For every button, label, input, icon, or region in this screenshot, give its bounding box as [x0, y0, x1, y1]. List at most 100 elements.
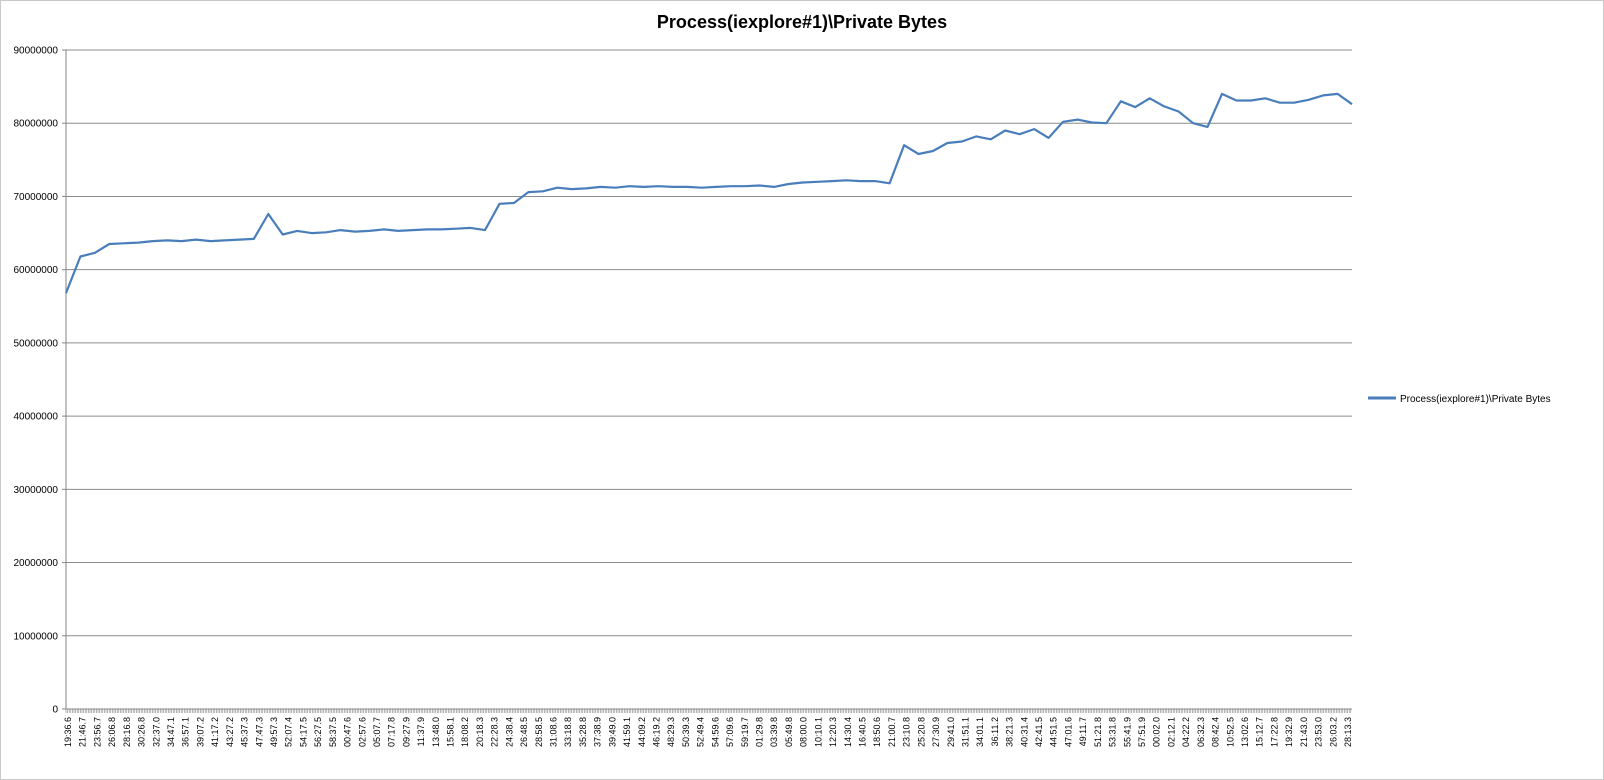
x-tick-label: 46:19.2 — [652, 717, 662, 747]
series-line — [64, 92, 1353, 294]
y-tick-label: 50000000 — [14, 338, 59, 349]
x-tick-label: 28:13.3 — [1343, 717, 1353, 747]
x-axis: 19:36.6 21:46.7 23:56.7 26:06.8 28:16.8 30:26… — [63, 709, 1353, 747]
x-tick-label: 10:10.1 — [813, 717, 823, 747]
x-tick-label: 13:02.6 — [1240, 717, 1250, 747]
x-tick-label: 23:56.7 — [92, 717, 102, 747]
x-tick-label: 01:29.8 — [755, 717, 765, 747]
x-tick-label: 58:37.5 — [328, 717, 338, 747]
x-tick-label: 19:32.9 — [1284, 717, 1294, 747]
x-tick-label: 52:49.4 — [696, 717, 706, 747]
x-tick-label: 16:40.5 — [858, 717, 868, 747]
x-tick-label: 35:28.8 — [578, 717, 588, 747]
y-axis: 0 10000000 20000000 30000000 40000000 5000000… — [14, 46, 67, 716]
x-tick-label: 13:48.0 — [431, 717, 441, 747]
x-tick-label: 18:08.2 — [460, 717, 470, 747]
y-tick-label: 20000000 — [14, 558, 59, 569]
x-tick-label: 39:49.0 — [607, 717, 617, 747]
y-tick-label: 60000000 — [14, 265, 59, 276]
x-tick-label: 03:39.8 — [769, 717, 779, 747]
x-tick-label: 31:51.1 — [961, 717, 971, 747]
x-tick-label: 44:51.5 — [1049, 717, 1059, 747]
x-tick-label: 24:38.4 — [504, 717, 514, 747]
x-tick-label: 51:21.8 — [1093, 717, 1103, 747]
series-layer — [64, 92, 1353, 294]
x-tick-label: 50:39.3 — [681, 717, 691, 747]
x-tick-label: 45:37.3 — [240, 717, 250, 747]
x-tick-label: 21:43.0 — [1299, 717, 1309, 747]
x-tick-label: 47:47.3 — [254, 717, 264, 747]
x-tick-label: 21:46.7 — [78, 717, 88, 747]
x-tick-label: 22:28.3 — [490, 717, 500, 747]
x-tick-label: 55:41.9 — [1122, 717, 1132, 747]
x-tick-label: 06:32.3 — [1196, 717, 1206, 747]
x-tick-label: 02:12.1 — [1166, 717, 1176, 747]
x-tick-label: 17:22.8 — [1269, 717, 1279, 747]
x-tick-label: 00:02.0 — [1152, 717, 1162, 747]
x-minor-ticks — [65, 709, 1352, 713]
x-tick-label: 27:30.9 — [931, 717, 941, 747]
x-tick-label: 54:59.6 — [710, 717, 720, 747]
x-tick-label: 42:41.5 — [1034, 717, 1044, 747]
gridlines — [66, 49, 1352, 710]
x-tick-label: 48:29.3 — [666, 717, 676, 747]
x-tick-label: 04:22.2 — [1181, 717, 1191, 747]
x-tick-label: 34:01.1 — [975, 717, 985, 747]
y-tick-label: 0 — [52, 705, 58, 716]
x-tick-label: 41:59.1 — [622, 717, 632, 747]
x-tick-label: 08:42.4 — [1211, 717, 1221, 747]
x-tick-label: 28:16.8 — [122, 717, 132, 747]
y-tick-label: 30000000 — [14, 485, 59, 496]
x-tick-label: 26:06.8 — [107, 717, 117, 747]
x-tick-label: 12:20.3 — [828, 717, 838, 747]
y-tick-label: 70000000 — [14, 192, 59, 203]
x-tick-label: 29:41.0 — [946, 717, 956, 747]
x-tick-label: 37:38.9 — [593, 717, 603, 747]
x-tick-label: 39:07.2 — [195, 717, 205, 747]
x-tick-label: 38:21.3 — [1005, 717, 1015, 747]
x-tick-label: 34:47.1 — [166, 717, 176, 747]
x-tick-label: 11:37.9 — [416, 717, 426, 746]
x-tick-label: 08:00.0 — [799, 717, 809, 747]
x-tick-label: 36:11.2 — [990, 717, 1000, 746]
x-tick-label: 59:19.7 — [740, 717, 750, 747]
x-tick-label: 52:07.4 — [284, 717, 294, 747]
x-tick-label: 30:26.8 — [137, 717, 147, 747]
x-tick-label: 57:09.6 — [725, 717, 735, 747]
y-tick-label: 80000000 — [14, 119, 59, 130]
x-tick-label: 53:31.8 — [1108, 717, 1118, 747]
x-tick-label: 28:58.5 — [534, 717, 544, 747]
x-tick-label: 44:09.2 — [637, 717, 647, 747]
x-tick-label: 19:36.6 — [63, 717, 73, 747]
x-tick-label: 20:18.3 — [475, 717, 485, 747]
y-tick-label: 10000000 — [14, 631, 59, 642]
x-tick-label: 21:00.7 — [887, 717, 897, 747]
x-tick-label: 09:27.9 — [401, 717, 411, 747]
x-tick-label: 36:57.1 — [181, 717, 191, 747]
x-tick-label: 23:53.0 — [1314, 717, 1324, 747]
x-tick-label: 47:01.6 — [1064, 717, 1074, 747]
x-tick-label: 14:30.4 — [843, 717, 853, 747]
x-tick-label: 25:20.8 — [916, 717, 926, 747]
x-tick-label: 05:07.7 — [372, 717, 382, 747]
x-tick-label: 54:17.5 — [298, 717, 308, 747]
x-tick-label: 07:17.8 — [387, 717, 397, 747]
x-tick-label: 02:57.6 — [357, 717, 367, 747]
x-tick-label: 40:31.4 — [1019, 717, 1029, 747]
x-tick-label: 49:11.7 — [1078, 717, 1088, 746]
x-tick-label: 18:50.6 — [872, 717, 882, 747]
x-tick-label: 26:03.2 — [1328, 717, 1338, 747]
x-tick-label: 05:49.8 — [784, 717, 794, 747]
legend-label: Process(iexplore#1)\Private Bytes — [1400, 394, 1551, 405]
chart-title: Process(iexplore#1)\Private Bytes — [656, 12, 948, 32]
x-tick-label: 23:10.8 — [902, 717, 912, 747]
x-tick-label: 15:12.7 — [1255, 717, 1265, 747]
x-tick-label: 41:17.2 — [210, 717, 220, 747]
x-tick-label: 10:52.5 — [1225, 717, 1235, 747]
x-tick-label: 15:58.1 — [446, 717, 456, 747]
x-tick-label: 32:37.0 — [151, 717, 161, 747]
x-tick-label: 26:48.5 — [519, 717, 529, 747]
x-tick-label: 33:18.8 — [563, 717, 573, 747]
